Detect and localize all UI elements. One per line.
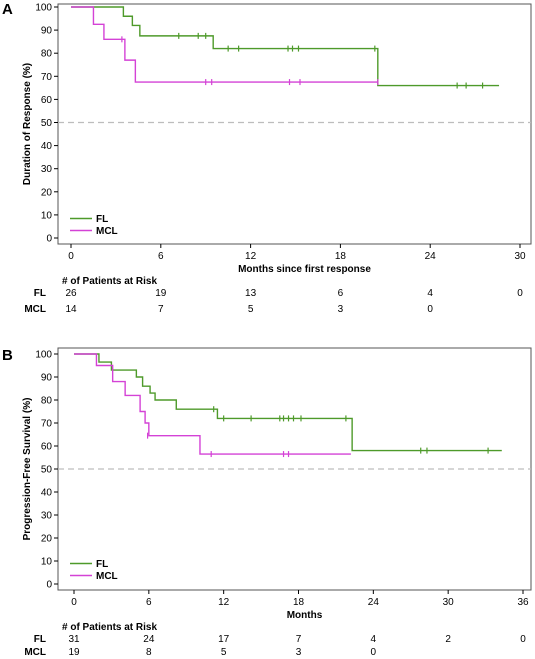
risk-count: 26 bbox=[65, 288, 77, 299]
risk-count: 13 bbox=[245, 288, 257, 299]
km-step-line bbox=[74, 353, 502, 452]
risk-count: 4 bbox=[371, 634, 377, 645]
y-tick-label: 10 bbox=[41, 210, 53, 221]
x-tick-label: 24 bbox=[425, 251, 437, 262]
risk-count: 7 bbox=[158, 304, 164, 315]
y-tick-label: 100 bbox=[35, 3, 52, 14]
x-tick-label: 12 bbox=[245, 251, 257, 262]
risk-count: 17 bbox=[218, 634, 230, 645]
series-mcl bbox=[74, 353, 351, 458]
x-tick-label: 36 bbox=[517, 597, 529, 608]
x-tick-label: 30 bbox=[514, 251, 526, 262]
x-axis-label: Months since first response bbox=[238, 264, 371, 275]
x-tick-label: 0 bbox=[71, 597, 77, 608]
y-tick-label: 30 bbox=[41, 164, 53, 175]
risk-count: 0 bbox=[517, 288, 523, 299]
x-tick-label: 12 bbox=[218, 597, 230, 608]
y-tick-label: 90 bbox=[41, 373, 53, 384]
risk-row-label: FL bbox=[34, 634, 46, 645]
y-tick-label: 50 bbox=[41, 465, 53, 476]
x-tick-label: 18 bbox=[335, 251, 347, 262]
y-tick-label: 90 bbox=[41, 26, 53, 37]
risk-count: 6 bbox=[338, 288, 344, 299]
legend-label: MCL bbox=[96, 226, 118, 237]
risk-table: # of Patients at Risk FL 26 19 13 6 4 0 MCL 14 7 5 3… bbox=[24, 276, 523, 315]
y-tick-label: 60 bbox=[41, 442, 53, 453]
y-tick-label: 30 bbox=[41, 511, 53, 522]
y-axis-label: Duration of Response (%) bbox=[22, 63, 33, 185]
legend-label: FL bbox=[96, 559, 108, 570]
risk-table-title: # of Patients at Risk bbox=[62, 276, 157, 287]
x-tick-label: 6 bbox=[146, 597, 152, 608]
legend-label: MCL bbox=[96, 571, 118, 582]
y-tick-label: 70 bbox=[41, 419, 53, 430]
risk-count: 2 bbox=[445, 634, 451, 645]
plot-frame bbox=[57, 3, 532, 245]
km-step-line bbox=[74, 353, 351, 455]
risk-count: 0 bbox=[371, 647, 377, 658]
y-tick-label: 50 bbox=[41, 118, 53, 129]
x-tick-label: 24 bbox=[368, 597, 380, 608]
km-step-line bbox=[71, 6, 378, 83]
series-mcl bbox=[71, 6, 379, 86]
risk-count: 19 bbox=[68, 647, 80, 658]
risk-count: 14 bbox=[65, 304, 77, 315]
panel-letter: A bbox=[2, 1, 13, 18]
y-tick-label: 20 bbox=[41, 534, 53, 545]
series-fl bbox=[74, 353, 502, 454]
y-tick-label: 60 bbox=[41, 95, 53, 106]
panel-letter: B bbox=[2, 347, 13, 364]
km-step-line bbox=[71, 6, 500, 87]
risk-count: 5 bbox=[248, 304, 254, 315]
risk-count: 24 bbox=[143, 634, 155, 645]
y-tick-label: 40 bbox=[41, 141, 53, 152]
risk-row-label: MCL bbox=[24, 304, 46, 315]
x-tick-label: 0 bbox=[68, 251, 74, 262]
risk-count: 19 bbox=[155, 288, 167, 299]
risk-count: 4 bbox=[427, 288, 433, 299]
y-tick-label: 20 bbox=[41, 187, 53, 198]
risk-row-label: FL bbox=[34, 288, 46, 299]
risk-count: 7 bbox=[296, 634, 302, 645]
series-fl bbox=[71, 6, 500, 89]
risk-row-label: MCL bbox=[24, 647, 46, 658]
y-tick-label: 10 bbox=[41, 557, 53, 568]
x-tick-label: 18 bbox=[293, 597, 305, 608]
y-tick-label: 40 bbox=[41, 488, 53, 499]
y-tick-label: 80 bbox=[41, 49, 53, 60]
y-tick-label: 100 bbox=[35, 350, 52, 361]
y-tick-label: 80 bbox=[41, 396, 53, 407]
risk-count: 3 bbox=[296, 647, 302, 658]
x-axis-label: Months bbox=[287, 610, 323, 621]
x-tick-label: 6 bbox=[158, 251, 164, 262]
risk-count: 3 bbox=[338, 304, 344, 315]
y-tick-label: 70 bbox=[41, 72, 53, 83]
risk-count: 31 bbox=[68, 634, 80, 645]
risk-table-title: # of Patients at Risk bbox=[62, 622, 157, 633]
y-tick-label: 0 bbox=[46, 580, 52, 591]
risk-count: 0 bbox=[520, 634, 526, 645]
risk-count: 5 bbox=[221, 647, 227, 658]
risk-table: # of Patients at Risk FL 31 24 17 7 4 2 0 MCL 19 8 5… bbox=[24, 622, 526, 658]
x-tick-label: 30 bbox=[443, 597, 455, 608]
legend-label: FL bbox=[96, 214, 108, 225]
y-tick-label: 0 bbox=[46, 234, 52, 245]
risk-count: 0 bbox=[427, 304, 433, 315]
risk-count: 8 bbox=[146, 647, 152, 658]
y-axis-label: Progression-Free Survival (%) bbox=[22, 398, 33, 541]
